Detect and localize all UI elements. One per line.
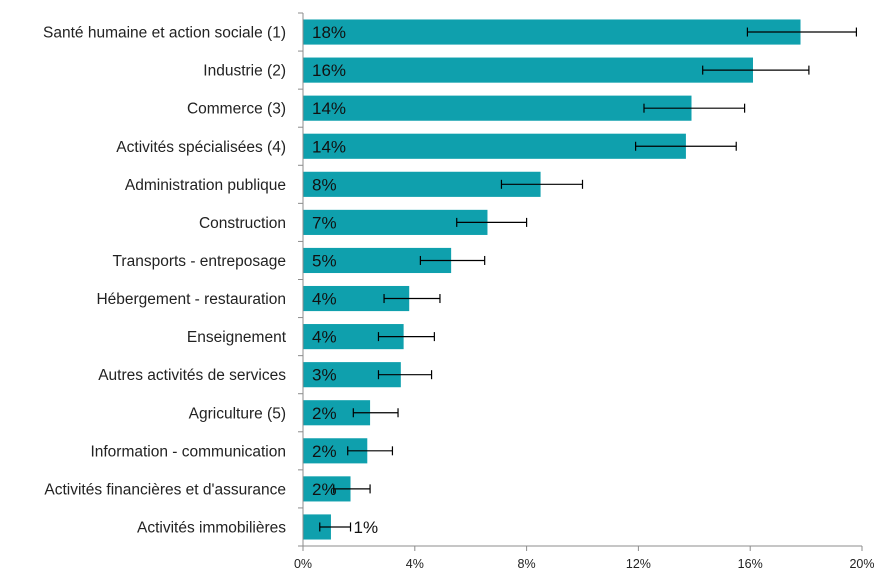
category-label: Agriculture (5): [189, 405, 286, 422]
value-labels-layer: 18% 16% 14% 14% 8% 7% 5% 4% 4% 3% 2% 2% 2% 1%: [312, 23, 378, 537]
value-label: 7%: [312, 213, 337, 232]
bar: [303, 95, 692, 121]
bar: [303, 133, 686, 159]
x-tick-label: 12%: [626, 557, 651, 571]
bars-layer: [303, 19, 801, 540]
value-label: 18%: [312, 23, 346, 42]
category-label: Commerce (3): [187, 101, 286, 118]
category-label: Enseignement: [187, 329, 287, 346]
category-label: Administration publique: [125, 177, 286, 194]
axes-layer: 0% 4% 8% 12% 16% 20%: [294, 12, 874, 571]
value-label: 2%: [312, 404, 337, 423]
category-labels-layer: Santé humaine et action sociale (1) Indus…: [43, 25, 287, 537]
error-bars-layer: [319, 27, 858, 532]
value-label: 8%: [312, 175, 337, 194]
value-label: 4%: [312, 328, 337, 347]
category-label: Hébergement - restauration: [96, 291, 286, 308]
category-label: Information - communication: [90, 443, 286, 460]
value-label: 16%: [312, 61, 346, 80]
category-label: Construction: [199, 215, 286, 232]
category-label: Autres activités de services: [98, 367, 286, 384]
x-tick-label: 20%: [849, 557, 874, 571]
value-label: 5%: [312, 251, 337, 270]
bar: [303, 57, 753, 83]
x-tick-label: 0%: [294, 557, 312, 571]
value-label: 1%: [354, 518, 379, 537]
bar: [303, 19, 801, 45]
value-label: 2%: [312, 480, 337, 499]
category-label: Transports - entreposage: [113, 253, 286, 270]
value-label: 4%: [312, 290, 337, 309]
value-label: 2%: [312, 442, 337, 461]
category-label: Activités immobilières: [137, 519, 286, 536]
category-label: Activités financières et d'assurance: [44, 481, 286, 498]
x-tick-label: 8%: [518, 557, 536, 571]
value-label: 14%: [312, 99, 346, 118]
category-label: Activités spécialisées (4): [116, 139, 286, 156]
x-tick-label: 16%: [738, 557, 763, 571]
value-label: 14%: [312, 137, 346, 156]
value-label: 3%: [312, 366, 337, 385]
x-tick-label: 4%: [406, 557, 424, 571]
category-label: Industrie (2): [203, 63, 286, 80]
category-label: Santé humaine et action sociale (1): [43, 25, 286, 42]
